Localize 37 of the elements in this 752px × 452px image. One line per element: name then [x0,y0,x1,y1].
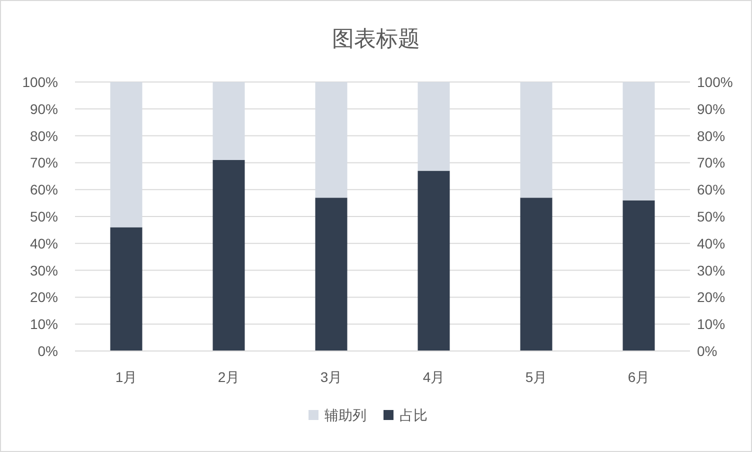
y-tick-label: 10% [30,316,58,332]
y-tick-label: 40% [30,235,58,252]
legend-label: 占比 [400,407,428,423]
y2-tick-label: 40% [697,235,726,252]
chart-title: 图表标题 [332,26,420,51]
y-tick-label: 80% [30,128,58,144]
y2-tick-label: 0% [697,343,718,359]
y2-tick-label: 50% [697,208,726,224]
y2-tick-label: 100% [697,74,733,90]
bar [315,198,348,351]
y2-tick-label: 10% [697,316,726,332]
x-tick-label: 5月 [525,369,548,385]
bar [622,200,655,351]
y2-tick-label: 70% [697,154,726,171]
y2-tick-label: 30% [697,262,726,278]
bar [418,170,450,351]
y2-tick-label: 20% [697,289,726,306]
bar [212,160,245,351]
y-tick-label: 60% [30,182,58,198]
x-tick-label: 4月 [422,369,445,385]
x-tick-label: 6月 [628,369,650,385]
y2-tick-label: 90% [697,100,726,117]
y-tick-label: 50% [30,208,58,224]
x-tick-label: 2月 [218,369,240,385]
y2-tick-label: 60% [697,182,726,198]
y-tick-label: 20% [30,289,58,306]
x-tick-label: 1月 [115,369,138,385]
x-tick-label: 3月 [320,369,342,385]
y-tick-label: 0% [38,343,58,359]
y-tick-label: 100% [22,74,58,90]
bar [110,227,142,351]
bar [520,198,552,351]
y-tick-label: 90% [30,100,58,117]
legend-label: 辅助列 [324,407,366,423]
y2-tick-label: 80% [697,128,726,144]
y-tick-label: 30% [30,262,58,278]
y-tick-label: 70% [30,154,58,171]
